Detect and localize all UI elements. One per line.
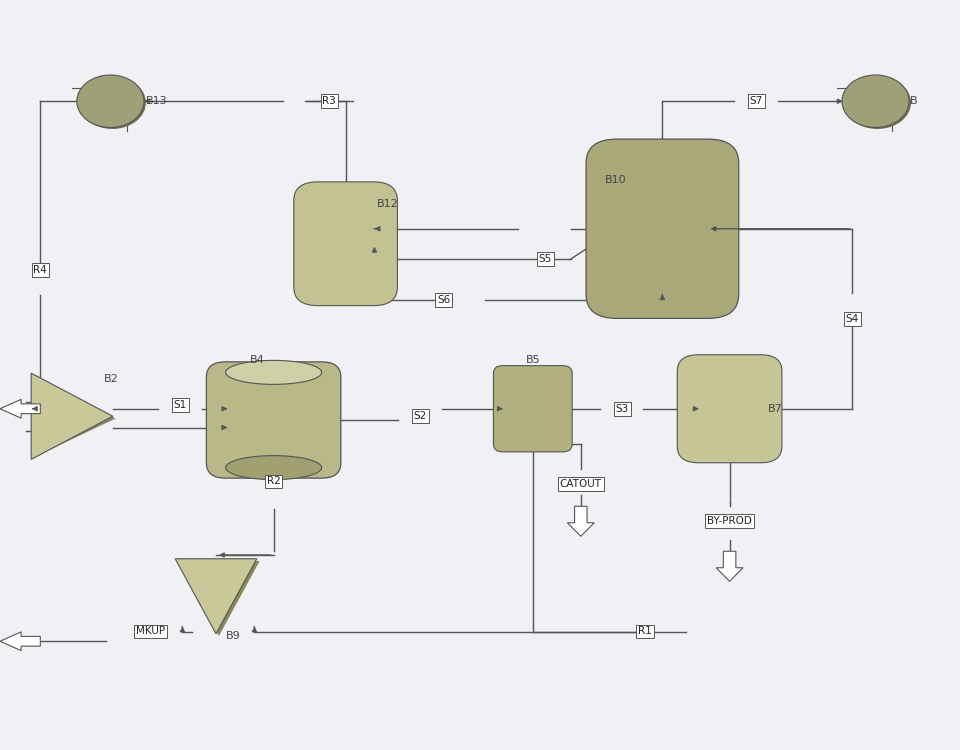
Text: B4: B4: [250, 355, 264, 365]
Text: S6: S6: [437, 295, 450, 305]
Polygon shape: [175, 559, 257, 634]
Text: R4: R4: [34, 265, 47, 275]
FancyBboxPatch shape: [493, 365, 572, 452]
Text: B9: B9: [226, 631, 240, 641]
Text: CATOUT: CATOUT: [560, 478, 602, 489]
Text: B12: B12: [377, 199, 399, 209]
Polygon shape: [716, 551, 743, 581]
Text: S4: S4: [846, 314, 859, 324]
FancyBboxPatch shape: [294, 182, 397, 306]
Polygon shape: [0, 399, 40, 418]
Polygon shape: [178, 561, 259, 636]
FancyBboxPatch shape: [206, 362, 341, 478]
Ellipse shape: [226, 456, 322, 480]
Polygon shape: [0, 632, 40, 651]
Ellipse shape: [226, 361, 322, 385]
Text: S1: S1: [174, 400, 187, 410]
Text: R2: R2: [267, 476, 280, 487]
Text: S7: S7: [750, 96, 763, 106]
Text: B: B: [910, 96, 918, 106]
Text: B13: B13: [146, 96, 168, 106]
Polygon shape: [35, 375, 115, 457]
Text: R1: R1: [638, 626, 652, 637]
Text: S3: S3: [615, 404, 629, 414]
Circle shape: [79, 76, 146, 129]
Polygon shape: [31, 373, 113, 459]
Text: B5: B5: [525, 355, 540, 365]
Circle shape: [844, 76, 911, 129]
Text: MKUP: MKUP: [136, 626, 165, 637]
Text: B2: B2: [104, 374, 118, 384]
FancyBboxPatch shape: [586, 140, 738, 319]
Text: BY-PROD: BY-PROD: [708, 516, 752, 526]
Text: B10: B10: [605, 175, 627, 185]
Text: S2: S2: [414, 411, 427, 422]
FancyBboxPatch shape: [678, 355, 781, 463]
Polygon shape: [567, 506, 594, 536]
Text: B7: B7: [768, 404, 782, 414]
Circle shape: [842, 75, 909, 128]
Text: R3: R3: [323, 96, 336, 106]
Circle shape: [77, 75, 144, 128]
Text: S5: S5: [539, 254, 552, 264]
